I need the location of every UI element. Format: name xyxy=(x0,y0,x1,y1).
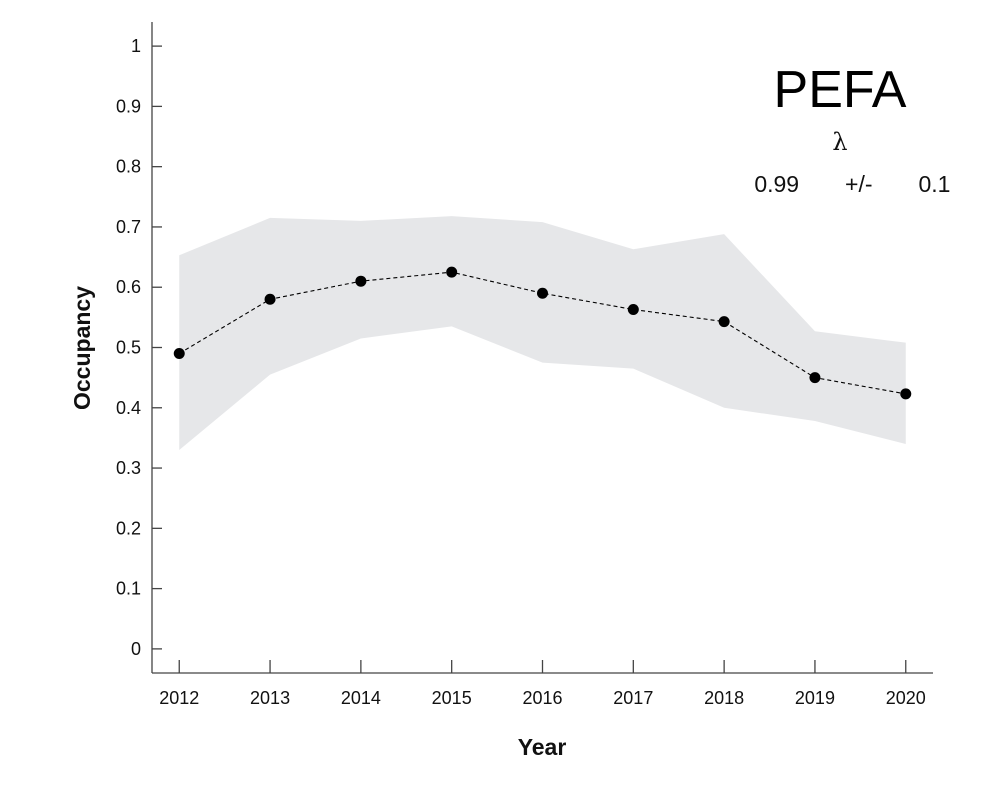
y-tick-label: 0.8 xyxy=(116,157,141,177)
y-tick-label: 0.6 xyxy=(116,277,141,297)
chart-title: PEFA xyxy=(774,61,907,119)
confidence-band xyxy=(179,216,906,450)
y-tick-label: 1 xyxy=(131,36,141,56)
data-point xyxy=(173,348,185,360)
lambda-value: 0.99 xyxy=(754,171,799,197)
lambda-symbol: λ xyxy=(832,128,847,156)
data-point xyxy=(627,304,639,316)
y-tick-label: 0.2 xyxy=(116,518,141,538)
data-point xyxy=(809,372,821,384)
x-tick-label: 2014 xyxy=(341,688,381,708)
series-line-layer xyxy=(178,271,906,395)
confidence-band-layer xyxy=(179,216,906,450)
x-tick-label: 2019 xyxy=(795,688,835,708)
data-point xyxy=(264,293,276,305)
x-tick-label: 2017 xyxy=(613,688,653,708)
data-point xyxy=(355,275,367,287)
series-points xyxy=(173,266,912,400)
y-ticks: 0 0.1 0.2 0.3 0.4 0.5 0.6 0.7 0.8 0.9 1 xyxy=(116,36,162,659)
y-tick-label: 0.9 xyxy=(116,96,141,116)
y-tick-label: 0.7 xyxy=(116,217,141,237)
y-tick-label: 0.3 xyxy=(116,458,141,478)
data-point xyxy=(446,266,458,278)
y-axis-title: Occupancy xyxy=(69,286,95,410)
data-point xyxy=(718,316,730,328)
x-tick-label: 2016 xyxy=(522,688,562,708)
y-tick-label: 0.1 xyxy=(116,579,141,599)
x-tick-label: 2020 xyxy=(886,688,926,708)
x-tick-label: 2015 xyxy=(432,688,472,708)
lambda-error: 0.1 xyxy=(918,171,950,197)
data-point xyxy=(537,287,548,299)
x-ticks: 2012 2013 2014 2015 2016 2017 2018 2019 2020 xyxy=(159,660,926,708)
y-tick-label: 0.5 xyxy=(116,338,141,358)
series-line xyxy=(178,271,906,395)
y-tick-label: 0 xyxy=(131,639,141,659)
x-tick-label: 2012 xyxy=(159,688,199,708)
x-tick-label: 2018 xyxy=(704,688,744,708)
lambda-value-text: 0.99 +/- 0.1 xyxy=(722,171,969,197)
lambda-separator: +/- xyxy=(845,171,872,197)
x-tick-label: 2013 xyxy=(250,688,290,708)
data-point xyxy=(900,388,912,400)
x-axis-title: Year xyxy=(518,734,567,760)
y-tick-label: 0.4 xyxy=(116,398,141,418)
